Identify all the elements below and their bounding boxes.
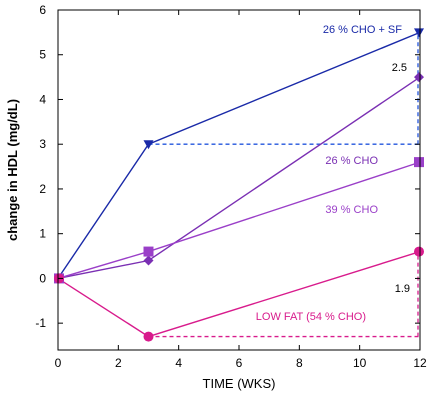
series-markers: [54, 28, 424, 342]
series-label-39-cho: 39 % CHO: [325, 204, 378, 216]
x-tick-label: 10: [353, 356, 367, 370]
series-label-low-fat-54-cho: LOW FAT (54 % CHO): [256, 311, 366, 323]
x-tick-label: 6: [236, 356, 243, 370]
y-axis-title: change in HDL (mg/dL): [5, 99, 20, 241]
y-tick-label: -1: [35, 316, 46, 330]
y-tick-label: 0: [39, 271, 46, 285]
data-point-39-cho: [143, 246, 154, 257]
series-lines: [57, 31, 421, 338]
y-tick-label: 1: [39, 227, 46, 241]
series-line-low-fat-54-cho: [57, 250, 421, 338]
difference-annotation: 1.9: [395, 283, 410, 295]
y-tick-label: 3: [39, 137, 46, 151]
x-tick-label: 2: [115, 356, 122, 370]
x-tick-label: 4: [175, 356, 182, 370]
x-tick-label: 0: [55, 356, 62, 370]
data-point-26-cho-sf: [414, 28, 424, 38]
series-line-39-cho: [57, 161, 421, 280]
data-point-low-fat-54-cho: [414, 246, 424, 257]
y-tick-label: 2: [39, 182, 46, 196]
x-tick-label: 8: [296, 356, 303, 370]
data-point-26-cho-sf: [143, 140, 154, 150]
reference-lines: [148, 32, 420, 338]
y-tick-label: 6: [39, 3, 46, 17]
y-tick-label: 5: [39, 48, 46, 62]
x-axis-title: TIME (WKS): [203, 376, 276, 391]
x-tick-label: 12: [413, 356, 427, 370]
annotations: 2.5 1.9: [392, 62, 410, 295]
y-tick-label: 4: [39, 92, 46, 106]
data-point-low-fat-54-cho: [143, 331, 154, 342]
difference-annotation: 2.5: [392, 62, 407, 74]
data-point-39-cho: [414, 157, 424, 168]
series-labels: 26 % CHO + SF 26 % CHO 39 % CHO LOW FAT (54…: [256, 24, 403, 323]
series-label-26-cho-sf: 26 % CHO + SF: [323, 24, 402, 36]
series-label-26-cho: 26 % CHO: [325, 155, 378, 167]
data-point-26-cho: [414, 72, 424, 83]
data-point-26-cho: [143, 255, 154, 266]
